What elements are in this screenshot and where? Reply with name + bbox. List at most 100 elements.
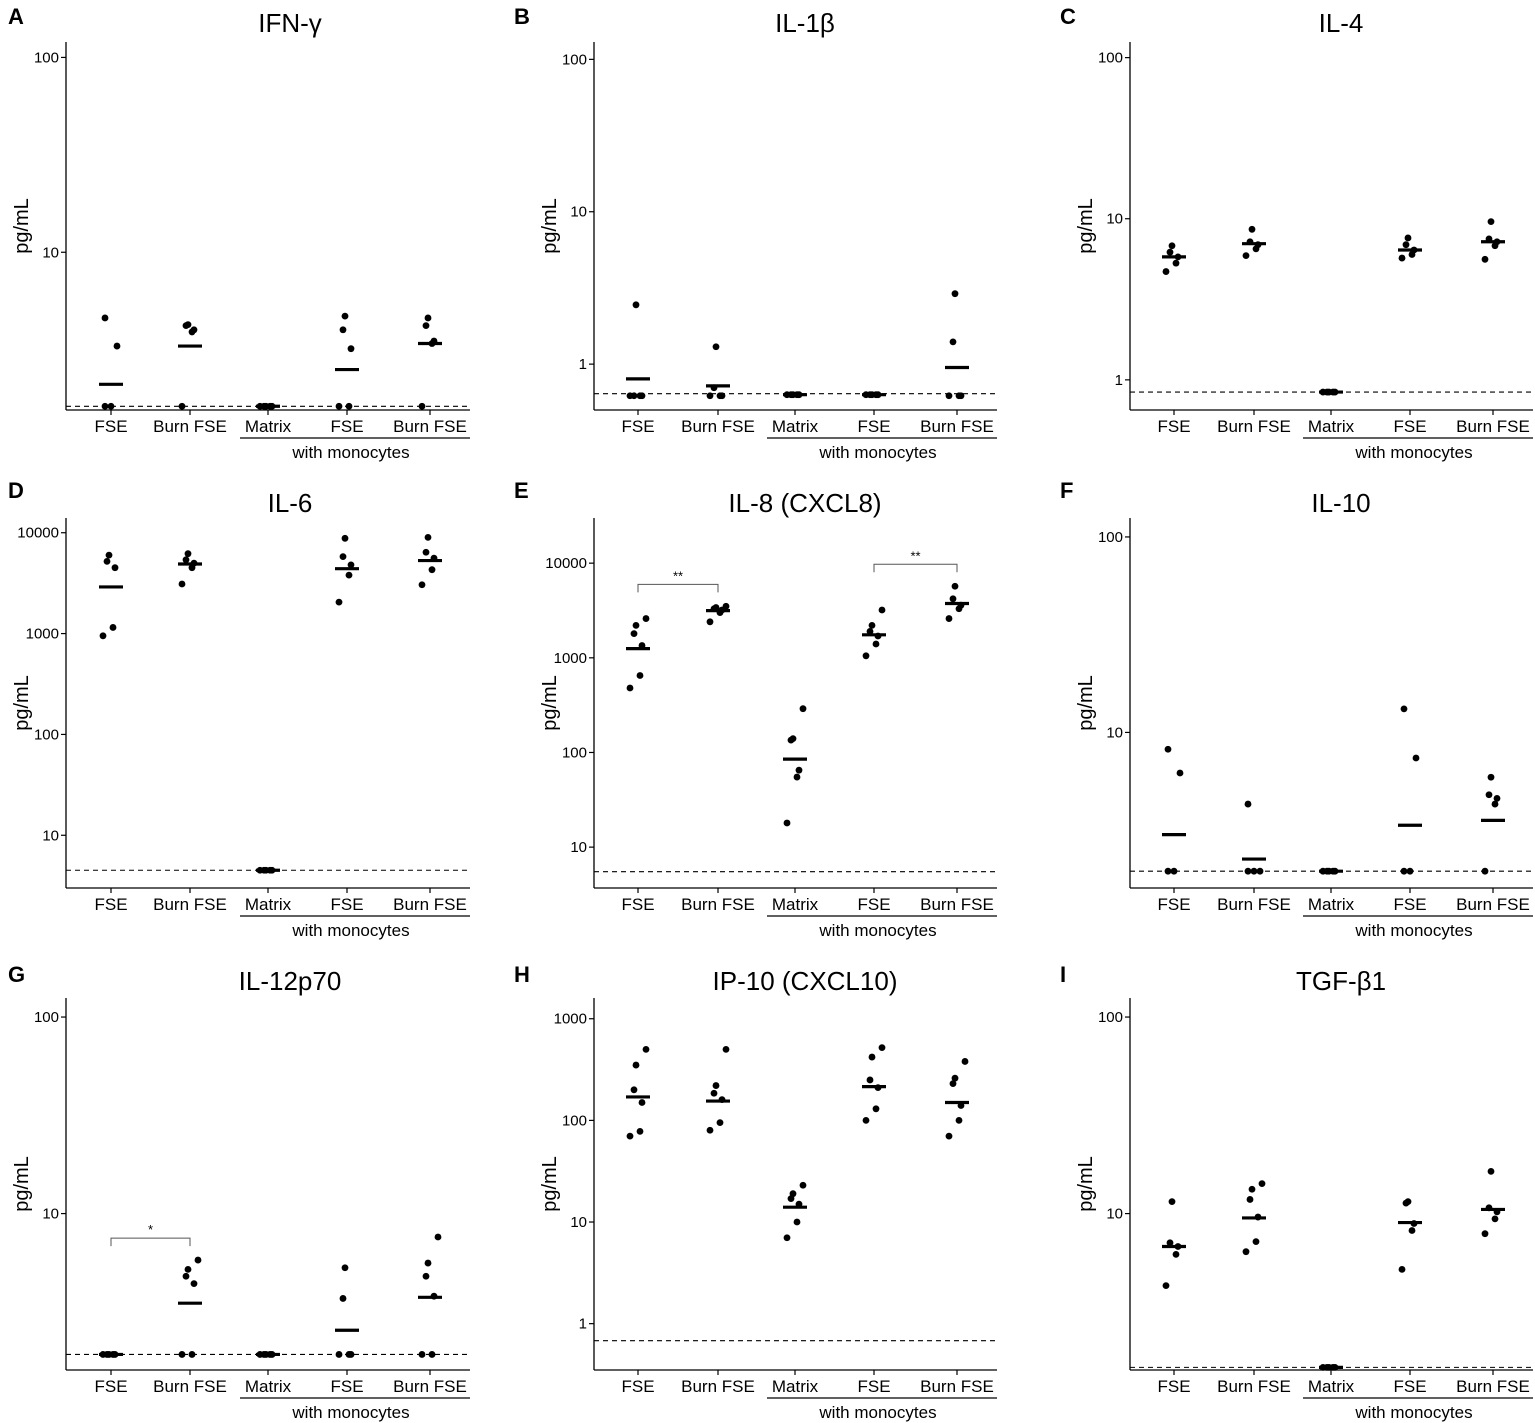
x-category-label: FSE: [857, 895, 890, 914]
data-point: [799, 705, 807, 713]
data-point: [949, 1080, 957, 1088]
y-tick-label: 10000: [17, 525, 59, 542]
y-tick-label: 1000: [26, 626, 59, 643]
panel-title: IL-1β: [775, 8, 835, 38]
x-category-label: Burn FSE: [1217, 1377, 1291, 1396]
data-point: [951, 1074, 959, 1082]
data-point: [101, 402, 109, 410]
data-point: [178, 580, 186, 588]
data-point: [103, 557, 111, 565]
data-point: [1404, 1198, 1412, 1206]
panel-letter: H: [514, 962, 530, 987]
panel-title: IP-10 (CXCL10): [713, 966, 898, 996]
x-category-label: Burn FSE: [920, 1377, 994, 1396]
data-point: [868, 622, 876, 629]
data-point: [630, 1086, 638, 1094]
panel-letter: E: [514, 478, 529, 503]
x-category-label: FSE: [330, 417, 363, 436]
y-tick-label: 100: [34, 1009, 59, 1026]
group-label: with monocytes: [291, 443, 409, 462]
data-point: [706, 618, 714, 626]
data-point: [636, 1127, 644, 1135]
panel-letter: A: [8, 4, 24, 29]
y-tick-label: 1000: [554, 1011, 587, 1028]
data-point: [1400, 867, 1408, 875]
x-category-label: Burn FSE: [1456, 417, 1530, 436]
y-axis-label: pg/mL: [1075, 198, 1097, 254]
data-point: [1485, 791, 1493, 799]
data-point: [184, 550, 192, 558]
y-tick-label: 10000: [545, 555, 587, 572]
x-category-label: Burn FSE: [681, 895, 755, 914]
x-category-label: Matrix: [245, 417, 292, 436]
data-point: [789, 1190, 797, 1198]
data-point: [866, 628, 874, 635]
data-point: [1412, 754, 1420, 762]
y-axis-label: pg/mL: [539, 675, 561, 731]
data-point: [347, 345, 355, 353]
data-point: [945, 615, 953, 622]
significance-bracket: [110, 1237, 191, 1247]
data-point: [793, 1218, 801, 1226]
data-point: [424, 533, 432, 541]
group-label: with monocytes: [291, 921, 409, 940]
x-category-label: Burn FSE: [681, 1377, 755, 1396]
panel-i: I TGF-β1 pg/mL 10 100 FSE Burn FSE Matrix FSE Bur…: [1060, 962, 1533, 1422]
y-tick-label: 100: [562, 744, 587, 761]
data-point: [347, 561, 355, 569]
data-point: [178, 402, 186, 410]
data-point: [339, 553, 347, 560]
panel-letter: C: [1060, 4, 1076, 29]
data-point: [868, 1053, 876, 1061]
x-category-label: FSE: [857, 417, 890, 436]
y-axis-label: pg/mL: [1075, 1156, 1097, 1212]
data-point: [1481, 255, 1489, 263]
x-category-label: FSE: [94, 1377, 127, 1396]
data-point: [1398, 254, 1406, 262]
x-category-label: FSE: [857, 1377, 890, 1396]
x-category-label: FSE: [621, 417, 654, 436]
data-point: [1176, 769, 1184, 777]
y-tick-label: 100: [34, 726, 59, 743]
data-point: [632, 301, 640, 309]
data-point: [418, 402, 426, 410]
data-point: [422, 1272, 430, 1280]
y-tick-label: 10: [570, 839, 587, 856]
data-point: [1252, 1238, 1260, 1246]
data-point: [1487, 1167, 1495, 1175]
y-tick-label: 100: [34, 49, 59, 66]
x-category-label: FSE: [94, 895, 127, 914]
panel-title: IFN-γ: [258, 8, 322, 38]
data-point: [182, 1272, 190, 1280]
data-point: [1164, 745, 1172, 753]
data-point: [951, 290, 959, 298]
data-point: [716, 1119, 724, 1127]
x-category-label: Burn FSE: [920, 417, 994, 436]
data-point: [1398, 1265, 1406, 1273]
data-point: [1404, 234, 1412, 242]
x-category-label: Matrix: [245, 895, 292, 914]
data-point: [1242, 252, 1250, 260]
data-point: [190, 1280, 198, 1288]
group-label: with monocytes: [1354, 921, 1472, 940]
data-point: [1487, 773, 1495, 781]
group-label: with monocytes: [818, 1403, 936, 1422]
data-point: [1481, 867, 1489, 875]
x-category-label: Burn FSE: [153, 417, 227, 436]
data-point: [945, 1132, 953, 1140]
x-category-label: Burn FSE: [153, 895, 227, 914]
x-category-label: Burn FSE: [393, 895, 467, 914]
data-point: [339, 1295, 347, 1302]
data-point: [706, 392, 714, 400]
x-category-label: FSE: [330, 1377, 363, 1396]
x-category-label: FSE: [1393, 417, 1426, 436]
panel-c: C IL-4 pg/mL 1 10 100 FSE Burn FSE Matrix FSE Burn…: [1060, 4, 1533, 462]
y-axis-label: pg/mL: [11, 198, 33, 254]
data-point: [642, 615, 650, 622]
x-category-label: Matrix: [1308, 417, 1355, 436]
panel-title: IL-8 (CXCL8): [728, 488, 881, 518]
data-point: [949, 338, 957, 346]
data-point: [101, 314, 109, 322]
y-tick-label: 100: [1098, 50, 1123, 67]
